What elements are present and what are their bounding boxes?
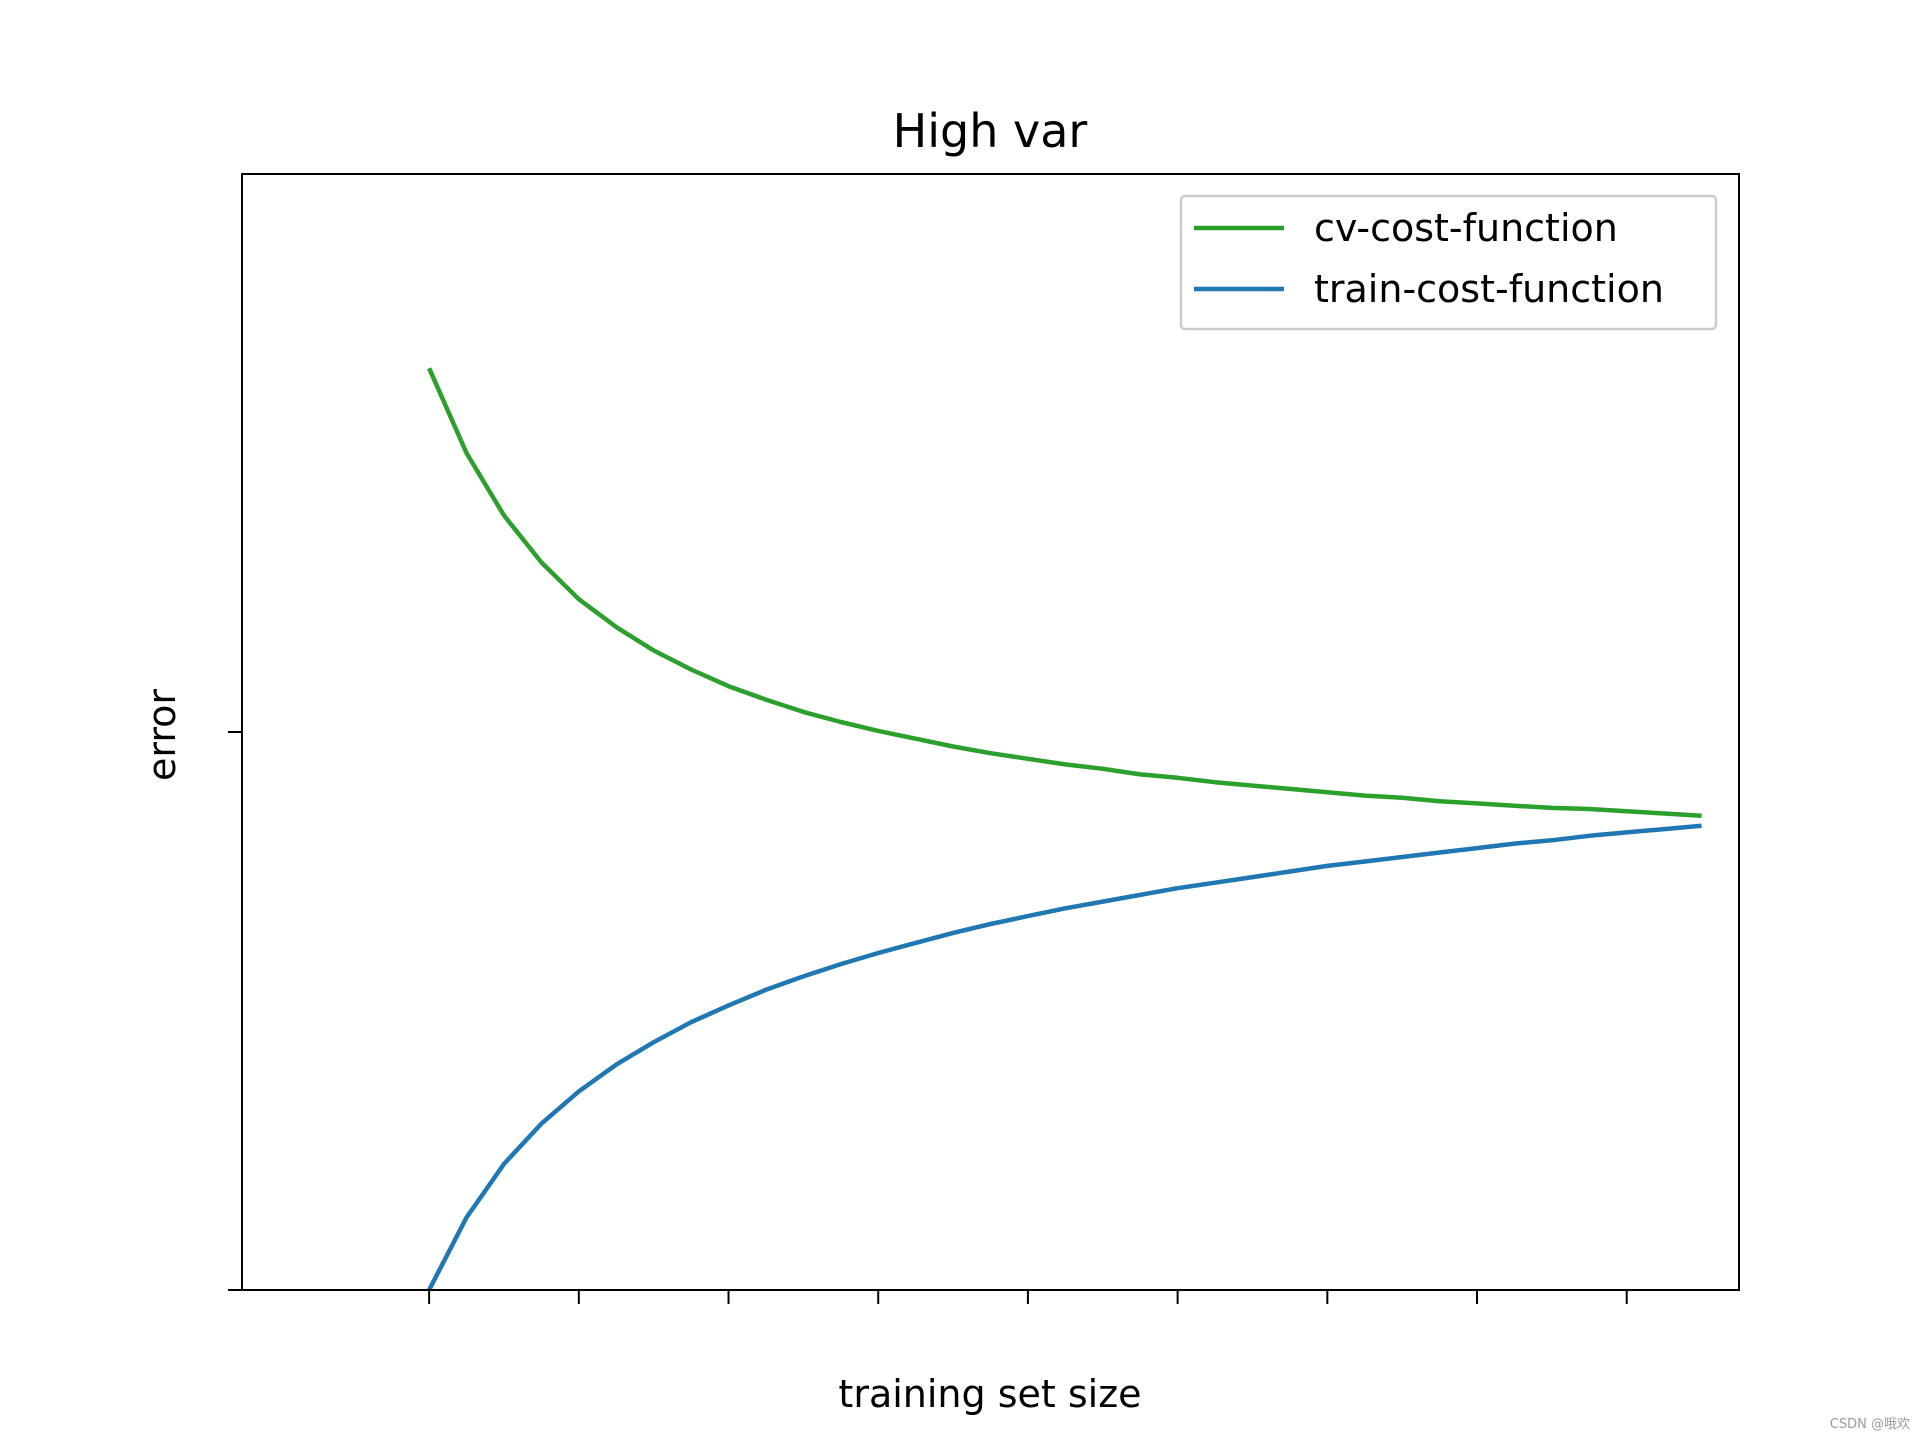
legend-label-cv-cost-function: cv-cost-function — [1314, 206, 1618, 250]
plot-frame — [241, 173, 1740, 1291]
legend-entries: cv-cost-function train-cost-function — [1194, 206, 1664, 311]
series-line-cv-cost-function — [427, 367, 1702, 818]
series-line-train-cost-function — [427, 823, 1702, 1292]
chart-title: High var — [893, 104, 1088, 158]
axes-layer: High var training set size error — [140, 104, 1740, 1416]
watermark: CSDN @哦欢 — [1829, 1417, 1910, 1432]
x-axis-label: training set size — [838, 1372, 1141, 1416]
legend-box — [1179, 194, 1718, 331]
legend-label-train-cost-function: train-cost-function — [1314, 267, 1664, 311]
y-axis-label: error — [140, 689, 184, 781]
legend: cv-cost-function train-cost-function — [1179, 194, 1718, 331]
ticks-layer — [228, 731, 1628, 1304]
marks-layer — [427, 367, 1702, 1292]
